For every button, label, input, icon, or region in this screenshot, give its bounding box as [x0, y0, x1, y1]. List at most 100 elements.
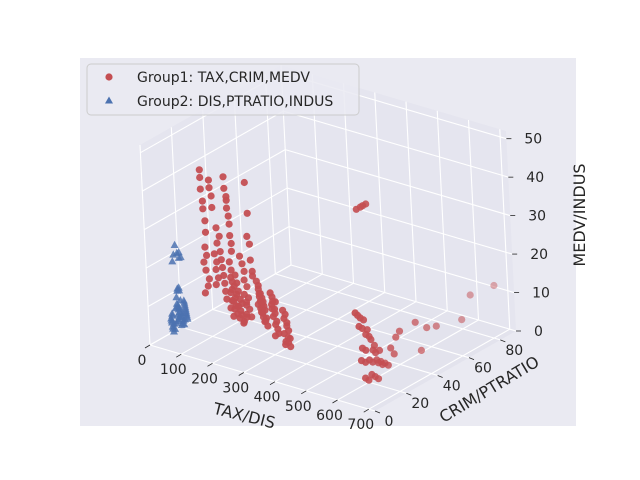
- data-point-group1: [369, 346, 377, 354]
- legend-box: [86, 63, 360, 116]
- tick-mark: [301, 390, 307, 395]
- data-point-group1: [203, 251, 211, 259]
- legend[interactable]: Group1: TAX,CRIM,MEDV Group2: DIS,PTRATI…: [86, 63, 360, 116]
- data-point-group2: [177, 320, 186, 329]
- data-point-group1: [234, 302, 242, 310]
- data-point-group1: [217, 256, 225, 264]
- data-point-group1: [222, 204, 231, 212]
- legend-label-group2: Group2: DIS,PTRATIO,INDUS: [137, 94, 333, 110]
- data-point-group1: [245, 240, 253, 248]
- data-point-group1: [201, 228, 210, 236]
- data-point-group1: [200, 258, 208, 266]
- z-tick-label: 40: [526, 170, 544, 186]
- data-point-group1: [268, 305, 276, 313]
- tick-mark: [374, 410, 381, 414]
- y-gridline-wall: [139, 144, 151, 346]
- data-point-group1: [243, 232, 251, 240]
- data-point-group1: [221, 279, 229, 287]
- z-gridline-back: [285, 149, 511, 217]
- data-point-group1: [213, 239, 221, 247]
- y-gridline-wall: [170, 127, 182, 328]
- data-point-group1: [240, 267, 248, 275]
- data-point-group2: [169, 250, 178, 258]
- data-point-group1: [240, 178, 248, 187]
- data-point-group1: [222, 193, 230, 201]
- tick-mark: [238, 372, 244, 376]
- data-point-group2: [172, 293, 181, 301]
- data-point-group1: [208, 203, 216, 212]
- data-point-group1: [411, 318, 419, 326]
- data-point-group1: [257, 297, 265, 306]
- tick-mark: [144, 344, 151, 349]
- data-point-group1: [220, 271, 228, 280]
- data-point-group1: [466, 291, 474, 299]
- data-point-group2: [176, 296, 185, 304]
- data-point-group2: [173, 310, 182, 318]
- data-point-group1: [227, 266, 235, 274]
- data-point-group1: [458, 316, 466, 324]
- data-point-group1: [225, 258, 233, 266]
- data-point-group2: [171, 304, 180, 312]
- x-gridline-floor: [337, 319, 479, 401]
- data-point-group1: [395, 327, 404, 335]
- data-point-group1: [212, 265, 220, 274]
- data-point-group2: [168, 257, 177, 265]
- x-tick-label: 600: [316, 408, 343, 424]
- tick-mark: [363, 408, 369, 413]
- x-tick-label: 700: [347, 417, 374, 433]
- data-point-group1: [266, 289, 274, 297]
- data-point-group1: [215, 232, 223, 240]
- data-point-group1: [355, 322, 363, 331]
- data-point-group1: [357, 357, 366, 365]
- data-point-group2: [174, 253, 183, 261]
- data-point-group1: [240, 290, 248, 298]
- data-point-group1: [228, 278, 236, 286]
- legend-label-group1: Group1: TAX,CRIM,MEDV: [137, 70, 310, 86]
- x-tick-label: 500: [285, 399, 312, 415]
- data-point-group1: [490, 281, 498, 290]
- data-point-group1: [368, 370, 376, 379]
- data-point-group1: [216, 248, 224, 256]
- data-point-group1: [212, 281, 220, 289]
- z-gridline-side: [143, 149, 286, 231]
- x-gridline-wall: [342, 83, 355, 284]
- data-point-group1: [196, 185, 204, 193]
- data-point-group1: [224, 212, 232, 220]
- x-tick-label: 200: [191, 371, 218, 387]
- data-point-group1: [198, 197, 206, 205]
- data-point-group1: [212, 224, 220, 232]
- data-point-group1: [254, 281, 262, 290]
- data-point-group1: [235, 252, 244, 260]
- data-point-group1: [226, 232, 234, 240]
- tick-mark: [500, 339, 506, 343]
- data-point-group1: [273, 317, 281, 325]
- data-point-group1: [204, 176, 212, 184]
- x-tick-label: 300: [222, 381, 249, 397]
- z-tick-label: 30: [528, 209, 546, 225]
- tick-mark: [437, 375, 443, 378]
- data-point-group1: [204, 282, 212, 290]
- data-point-group2: [172, 299, 181, 307]
- x-gridline-wall: [405, 101, 417, 302]
- z-gridline-back: [283, 110, 509, 178]
- tick-mark: [406, 392, 412, 396]
- data-point-group1: [261, 306, 269, 314]
- pane-back-wall: [281, 65, 516, 331]
- data-point-group1: [351, 309, 359, 317]
- data-point-group1: [387, 344, 395, 352]
- data-point-group1: [238, 260, 246, 268]
- x-gridline-wall: [499, 129, 511, 330]
- data-point-group1: [195, 166, 203, 174]
- tick-mark: [468, 357, 475, 361]
- y-tick-label: 40: [443, 378, 461, 394]
- data-point-group1: [238, 311, 246, 319]
- z-axis-label: MEDV/INDUS: [570, 163, 589, 266]
- tick-mark: [332, 399, 338, 404]
- data-point-group1: [205, 275, 213, 283]
- data-point-group1: [358, 344, 367, 352]
- data-point-group1: [280, 330, 288, 338]
- x-gridline-floor: [274, 301, 417, 383]
- data-point-group1: [207, 192, 215, 200]
- x-gridline-floor: [212, 282, 354, 364]
